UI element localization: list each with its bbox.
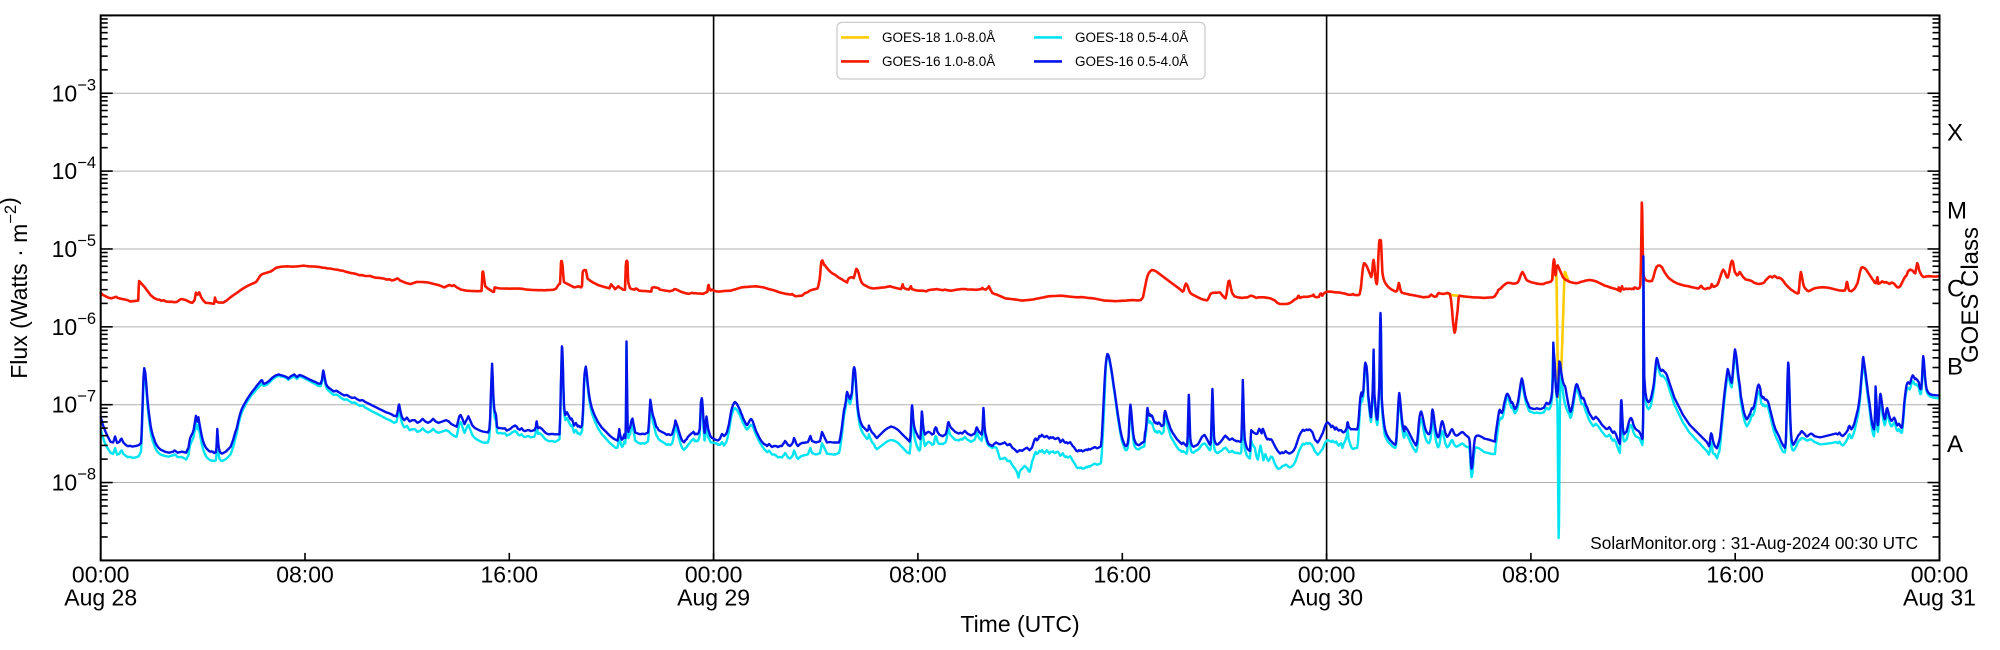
svg-text:00:00: 00:00 [685,562,743,588]
svg-text:X: X [1947,120,1963,147]
svg-text:08:00: 08:00 [276,562,334,588]
svg-text:16:00: 16:00 [481,562,539,588]
svg-text:10−7: 10−7 [52,388,96,418]
svg-text:Aug 30: Aug 30 [1290,585,1363,611]
svg-text:16:00: 16:00 [1706,562,1764,588]
svg-text:C: C [1947,275,1964,302]
svg-text:GOES-16 0.5-4.0Å: GOES-16 0.5-4.0Å [1075,54,1188,69]
svg-text:08:00: 08:00 [1502,562,1560,588]
svg-text:Time (UTC): Time (UTC) [960,611,1079,637]
svg-text:08:00: 08:00 [889,562,947,588]
svg-text:M: M [1947,198,1967,225]
svg-text:SolarMonitor.org : 31-Aug-2024: SolarMonitor.org : 31-Aug-2024 00:30 UTC [1590,533,1918,553]
svg-text:GOES-16 1.0-8.0Å: GOES-16 1.0-8.0Å [882,54,995,69]
svg-text:00:00: 00:00 [72,562,130,588]
svg-text:Aug 28: Aug 28 [64,585,137,611]
svg-text:Aug 29: Aug 29 [677,585,750,611]
svg-text:16:00: 16:00 [1094,562,1152,588]
svg-text:10−4: 10−4 [52,154,96,184]
svg-text:B: B [1947,353,1963,380]
svg-text:A: A [1947,431,1963,458]
svg-text:GOES-18 1.0-8.0Å: GOES-18 1.0-8.0Å [882,30,995,45]
svg-text:00:00: 00:00 [1298,562,1356,588]
svg-text:00:00: 00:00 [1911,562,1969,588]
svg-text:Aug 31: Aug 31 [1903,585,1976,611]
svg-text:GOES Class: GOES Class [1957,227,1984,363]
svg-text:Flux (Watts · m−2): Flux (Watts · m−2) [0,197,32,379]
svg-text:GOES-18 0.5-4.0Å: GOES-18 0.5-4.0Å [1075,30,1188,45]
